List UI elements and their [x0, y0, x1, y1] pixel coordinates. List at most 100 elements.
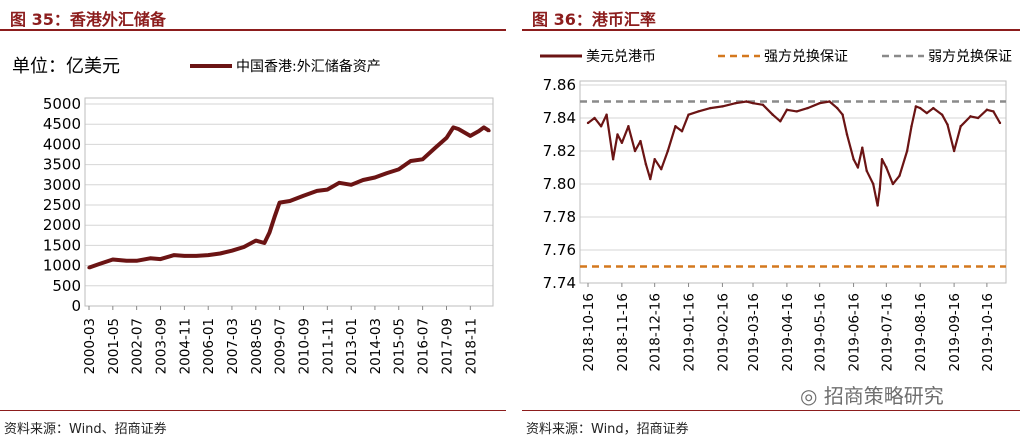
data-point: [262, 241, 266, 245]
y-tick-label: 7.86: [543, 76, 576, 94]
data-point: [745, 100, 748, 103]
data-point: [267, 230, 272, 235]
legend-label: 弱方兑换保证: [928, 48, 1012, 65]
data-point: [841, 113, 844, 116]
data-point: [611, 158, 615, 161]
data-point: [135, 259, 139, 263]
data-point: [666, 149, 669, 153]
y-tick-label: 4000: [43, 135, 81, 153]
data-point: [87, 266, 91, 270]
data-point: [925, 111, 928, 115]
data-point: [914, 105, 918, 108]
fx-reserves-chart: 0 500 1000 1500 2000 2500 3000 3500 4000 4500 5000…: [12, 56, 494, 374]
data-point: [111, 257, 115, 262]
data-point: [206, 253, 210, 257]
y-tick-label: 1000: [43, 257, 81, 275]
data-point: [785, 108, 789, 111]
data-point: [433, 146, 437, 151]
legend-label: 强方兑换保证: [764, 48, 848, 65]
data-point: [872, 182, 875, 186]
data-point: [985, 108, 989, 111]
x-tick-label: 2018-12-16: [648, 293, 664, 371]
data-point: [182, 254, 187, 258]
y-tick-label: 4500: [43, 115, 81, 133]
y-tick-label: 7.76: [543, 241, 576, 259]
y-tick-label: 2500: [43, 196, 81, 214]
data-point: [687, 113, 690, 116]
title-rule: [522, 29, 1020, 31]
data-point: [633, 149, 637, 153]
x-tick-label: 2019-05-16: [813, 293, 829, 371]
x-tick-label: 2019-10-16: [980, 293, 996, 371]
data-point: [779, 120, 782, 123]
x-tick-label: 2018-10-16: [581, 293, 597, 371]
data-point: [861, 146, 864, 149]
data-point: [397, 167, 401, 172]
data-point: [148, 256, 152, 260]
source-rule: [522, 410, 1020, 411]
data-point: [660, 167, 663, 171]
x-tick-label: 2019-06-16: [847, 293, 863, 371]
data-point: [421, 157, 425, 161]
x-tick-label: 2014-03: [368, 318, 384, 374]
data-point: [593, 116, 596, 120]
data-point: [653, 158, 656, 161]
data-point: [158, 257, 163, 261]
x-tick-label: 2006-01: [201, 318, 217, 374]
data-point: [649, 177, 652, 181]
data-point: [315, 189, 319, 193]
x-tick-label: 2002-07: [130, 318, 146, 374]
data-point: [959, 125, 962, 128]
x-tick-label: 2011-11: [320, 318, 336, 374]
x-tick-label: 2000-03: [82, 318, 98, 374]
data-point: [919, 106, 922, 110]
data-point: [806, 106, 809, 110]
data-point: [444, 136, 449, 140]
data-point: [828, 100, 831, 103]
data-point: [885, 166, 888, 169]
data-point: [409, 159, 413, 163]
data-point: [451, 125, 455, 130]
data-point: [940, 113, 944, 116]
data-point: [898, 174, 901, 177]
y-tick-label: 7.84: [543, 109, 576, 127]
data-point: [605, 113, 608, 116]
x-tick-label: 2009-07: [273, 318, 289, 374]
x-tick-label: 2019-02-16: [715, 293, 731, 371]
data-point: [218, 251, 222, 256]
y-tick-label: 7.82: [543, 142, 576, 160]
x-tick-label: 2013-01: [344, 318, 360, 374]
y-tick-label: 5000: [43, 95, 81, 113]
data-point: [124, 259, 129, 263]
figure-36-source: 资料来源：Wind，招商证券: [526, 422, 689, 437]
data-point: [620, 141, 624, 144]
data-point: [905, 149, 909, 153]
data-point: [639, 139, 642, 143]
figure-36-panel: 图 36：港币汇率 7.74 7.76 7.78 7.80 7.82 7.84 7.86 20…: [522, 0, 1020, 441]
data-point: [337, 181, 341, 185]
data-point: [325, 188, 329, 192]
x-tick-label: 2019-04-16: [780, 293, 796, 371]
data-point: [385, 171, 389, 175]
data-point: [349, 183, 353, 187]
x-tick-label: 2003-09: [154, 318, 170, 374]
data-point: [627, 125, 630, 128]
data-point: [891, 182, 895, 186]
x-tick-label: 2019-09-16: [947, 293, 963, 371]
x-tick-label: 2016-07: [416, 318, 432, 374]
data-point: [946, 123, 949, 126]
plot-frame: [579, 80, 1007, 284]
x-tick-label: 2010-09: [297, 318, 313, 374]
data-point: [644, 163, 648, 166]
wechat-icon: ◎: [800, 384, 818, 408]
data-point: [477, 129, 481, 133]
data-point: [976, 116, 980, 120]
data-point: [468, 134, 472, 138]
data-point: [586, 121, 590, 125]
y-tick-label: 0: [71, 297, 81, 315]
data-point: [998, 121, 1002, 125]
x-tick-label: 2019-07-16: [879, 293, 895, 371]
plot-frame: [84, 97, 494, 307]
source-rule: [0, 410, 506, 411]
data-point: [852, 158, 855, 161]
